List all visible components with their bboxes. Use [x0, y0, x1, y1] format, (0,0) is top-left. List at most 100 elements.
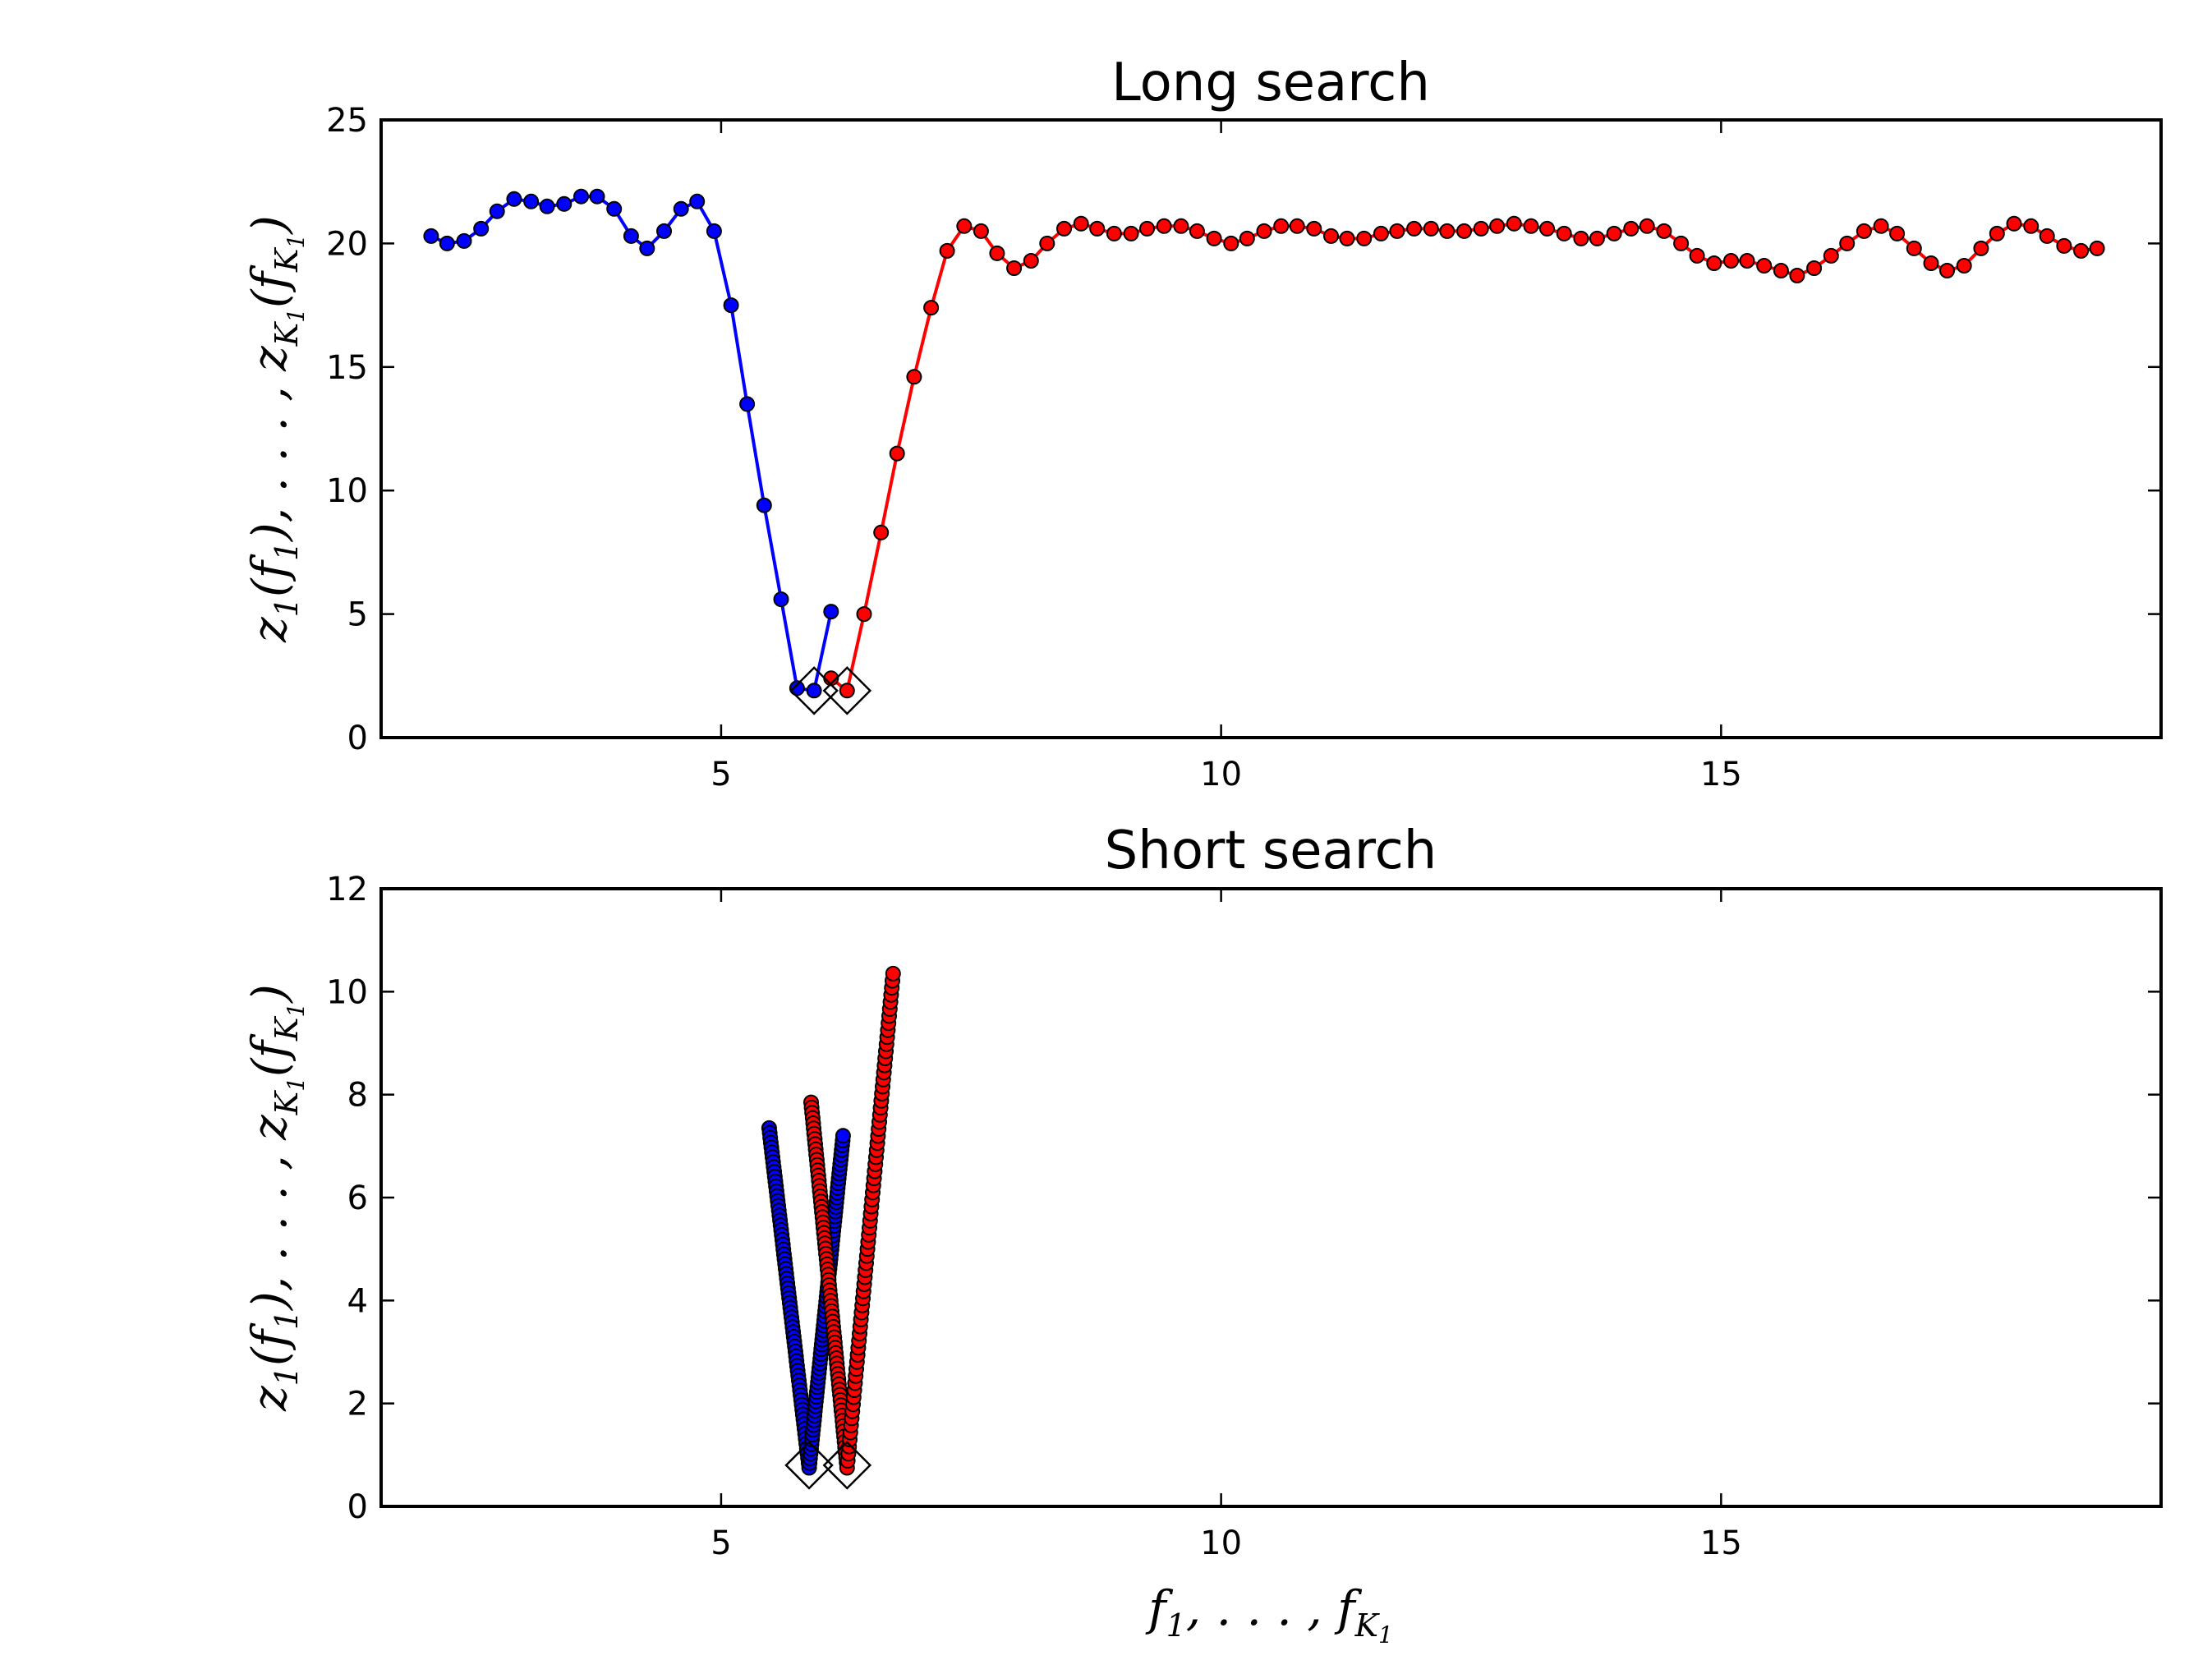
data-point-red — [1489, 218, 1506, 234]
data-point-red — [2039, 228, 2055, 244]
svg-text:z1(f1), . . . , zK1(fK1): z1(f1), . . . , zK1(fK1) — [241, 215, 310, 643]
data-point-red — [906, 369, 922, 385]
data-point-red — [1789, 268, 1805, 283]
y-tick-label: 4 — [347, 1282, 368, 1320]
y-tick-label: 2 — [347, 1386, 368, 1423]
data-point-red — [956, 218, 973, 234]
data-point-red — [1373, 225, 1389, 241]
data-point-red — [2089, 240, 2105, 256]
y-tick-label: 0 — [347, 1488, 368, 1526]
data-point-red — [1339, 230, 1355, 246]
data-point-blue — [473, 220, 490, 237]
svg-text:z1(f1), . . . , zK1(fK1): z1(f1), . . . , zK1(fK1) — [241, 984, 310, 1412]
data-point-red — [2073, 242, 2090, 259]
data-point-red — [885, 965, 901, 982]
data-point-blue — [523, 193, 540, 209]
data-point-red — [1073, 215, 1089, 232]
data-point-blue — [789, 680, 805, 697]
data-point-blue — [423, 228, 439, 244]
x-tick-label: 15 — [1700, 1524, 1742, 1562]
data-point-red — [1939, 263, 1955, 278]
data-point-blue — [673, 200, 689, 217]
data-point-blue — [773, 591, 789, 608]
x-tick-label: 5 — [711, 756, 731, 793]
data-point-red — [1356, 230, 1373, 246]
y-tick-label: 10 — [326, 472, 368, 510]
y-tick-label: 15 — [326, 349, 368, 387]
data-point-red — [1256, 223, 1272, 239]
data-point-red — [1389, 223, 1405, 239]
data-point-red — [1823, 247, 1839, 264]
data-point-red — [1923, 255, 1939, 271]
data-point-blue — [723, 297, 739, 314]
axes-frame — [379, 118, 2163, 739]
data-point-red — [1023, 253, 1039, 269]
chart-title: Short search — [1105, 821, 1437, 881]
data-point-blue — [756, 497, 772, 513]
data-point-red — [1456, 223, 1472, 239]
axes-frame — [379, 887, 2163, 1508]
axis-ticks: 5 10 15 0 5 10 15 20 25 — [326, 102, 2161, 793]
data-point-blue — [589, 188, 605, 205]
data-point-red — [1656, 223, 1672, 239]
data-point-blue — [539, 198, 555, 214]
data-point-red — [1323, 228, 1339, 244]
data-point-red — [1973, 240, 1989, 256]
data-point-red — [1773, 263, 1789, 278]
data-point-red — [939, 242, 955, 259]
data-point-red — [1689, 247, 1705, 264]
data-point-red — [1589, 230, 1605, 246]
data-point-red — [1956, 258, 1972, 274]
data-point-blue — [706, 223, 722, 239]
data-point-red — [1206, 230, 1222, 246]
y-axis-label: z1(f1), . . . , zK1(fK1) — [241, 984, 310, 1412]
data-point-red — [1139, 220, 1155, 237]
y-tick-label: 12 — [326, 871, 368, 908]
data-point-red — [1273, 218, 1290, 234]
axis-ticks: 5 10 15 0 2 4 6 8 10 12 — [326, 871, 2161, 1562]
data-point-red — [1123, 225, 1139, 241]
y-tick-label: 20 — [326, 225, 368, 263]
y-tick-label: 8 — [347, 1077, 368, 1115]
data-point-red — [1106, 225, 1122, 241]
data-point-red — [1756, 258, 1773, 274]
y-tick-label: 6 — [347, 1179, 368, 1217]
data-point-red — [1006, 260, 1023, 276]
minimum-diamond-marker — [822, 1441, 872, 1490]
x-axis-label: f1, . . . , fK1 — [1145, 1580, 1393, 1649]
data-point-red — [873, 524, 890, 540]
data-point-red — [2023, 218, 2040, 234]
data-point-red — [1523, 218, 1539, 234]
chart-long-search: Long search z1(f1), . . . , zK1(fK1) 5 10… — [241, 53, 2163, 793]
x-tick-label: 15 — [1700, 756, 1742, 793]
x-tick-label: 10 — [1200, 1524, 1242, 1562]
data-point-red — [1406, 220, 1423, 237]
minimum-diamond-marker — [822, 666, 872, 715]
series-line-blue — [430, 195, 833, 693]
data-point-red — [1439, 223, 1456, 239]
data-point-red — [1539, 220, 1555, 237]
y-tick-label: 10 — [326, 973, 368, 1011]
x-tick-label: 10 — [1200, 756, 1242, 793]
data-point-red — [889, 445, 905, 462]
minimum-diamond-marker — [789, 666, 839, 715]
data-point-red — [1556, 225, 1572, 241]
data-point-blue — [739, 396, 756, 412]
data-point-blue — [439, 235, 455, 251]
minimum-diamond-marker — [784, 1441, 834, 1490]
series-line-red — [830, 222, 2098, 694]
data-point-red — [2056, 237, 2072, 254]
data-point-red — [1173, 218, 1189, 234]
data-point-blue — [623, 228, 639, 244]
data-point-blue — [573, 188, 589, 205]
svg-text:f1, . . . , fK1: f1, . . . , fK1 — [1145, 1580, 1393, 1649]
data-point-blue — [556, 195, 573, 212]
data-point-red — [1723, 253, 1739, 269]
data-point-red — [839, 683, 855, 699]
data-point-blue — [456, 232, 472, 249]
data-point-red — [1739, 253, 1755, 269]
data-point-red — [1039, 235, 1055, 251]
data-point-red — [1639, 218, 1655, 234]
data-point-red — [1056, 220, 1072, 237]
